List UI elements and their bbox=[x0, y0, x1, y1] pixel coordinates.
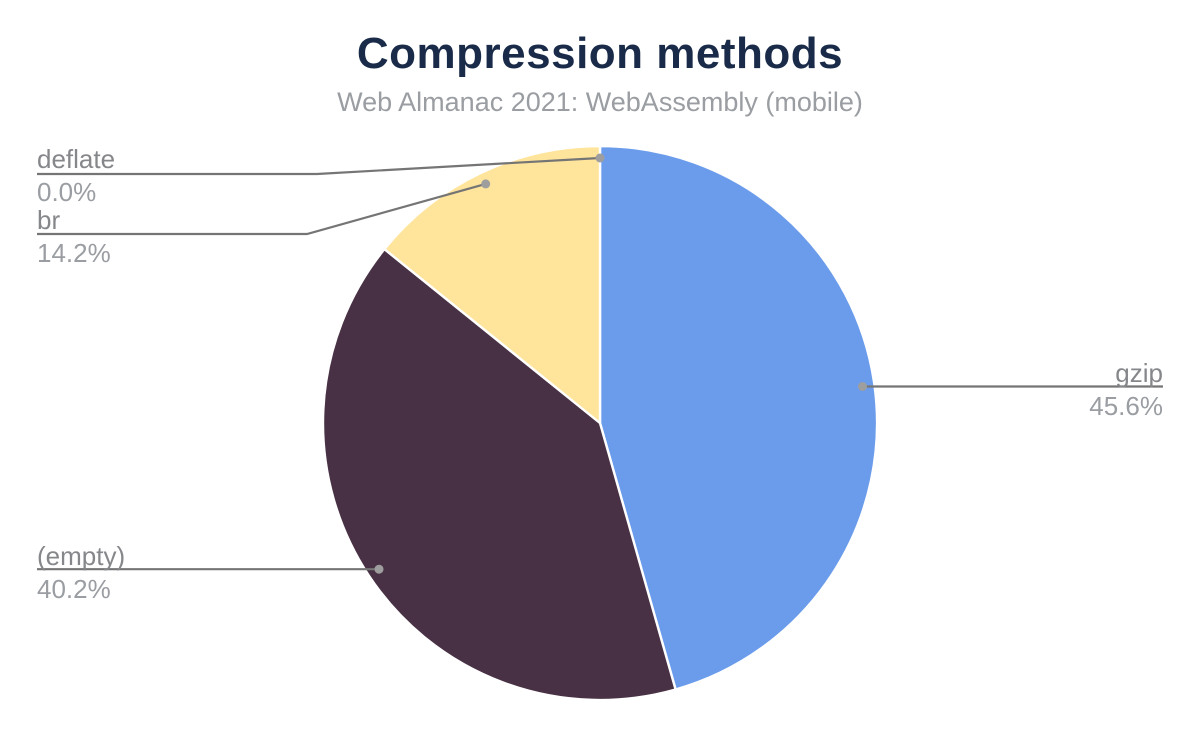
slice-pct-deflate: 0.0% bbox=[37, 177, 96, 207]
callout-labels: gzip 45.6% (empty) 40.2% br 14.2% deflat… bbox=[37, 144, 1163, 604]
leader-dot-gzip bbox=[858, 382, 867, 391]
callout-leader-lines bbox=[37, 156, 1163, 571]
slice-label-gzip: gzip bbox=[1115, 358, 1163, 388]
leader-line-deflate bbox=[37, 156, 601, 176]
pie-slice-empty[interactable] bbox=[321, 247, 677, 702]
slice-pct-empty: 40.2% bbox=[37, 574, 111, 604]
callout-anchor-dots bbox=[374, 153, 867, 574]
leader-dot-empty bbox=[374, 564, 384, 574]
chart-title: Compression methods bbox=[356, 29, 844, 78]
leader-dot-br bbox=[481, 179, 491, 189]
slice-pct-gzip: 45.6% bbox=[1089, 391, 1163, 421]
slice-label-deflate: deflate bbox=[37, 144, 115, 174]
slice-pct-br: 14.2% bbox=[37, 238, 111, 268]
slice-label-empty: (empty) bbox=[37, 541, 125, 571]
leader-dot-deflate bbox=[595, 153, 605, 163]
slice-label-br: br bbox=[37, 205, 60, 235]
pie-slice-gzip[interactable] bbox=[598, 144, 879, 691]
leader-line-br bbox=[37, 182, 486, 236]
pie-slices bbox=[321, 144, 879, 702]
pie-slice-br[interactable] bbox=[383, 144, 602, 425]
chart-subtitle: Web Almanac 2021: WebAssembly (mobile) bbox=[337, 87, 863, 117]
